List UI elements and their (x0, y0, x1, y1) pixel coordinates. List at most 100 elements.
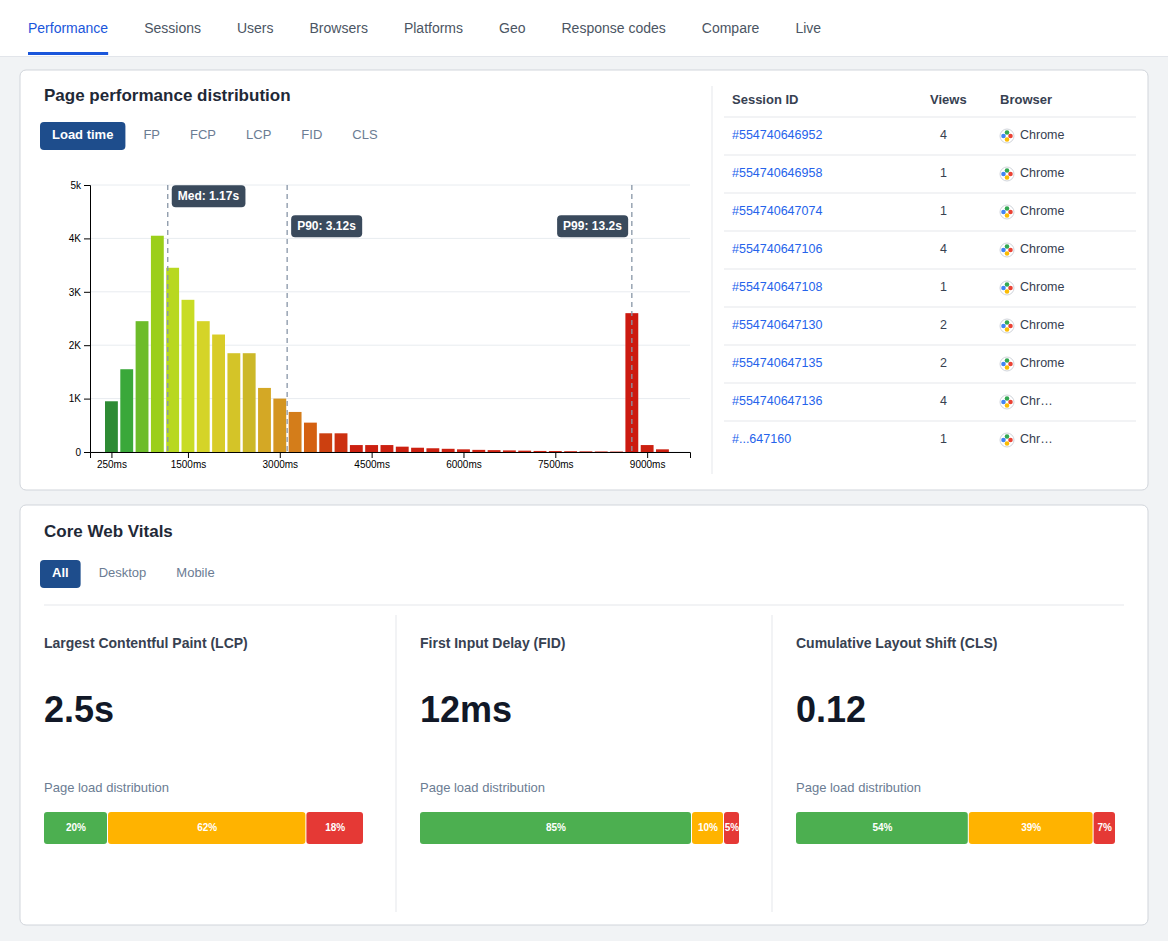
browser-icon-dot (1005, 206, 1010, 211)
page: Performance Sessions Users Browsers Platform… (0, 0, 1168, 941)
bar (549, 451, 562, 452)
table-cell: Chr… (1020, 394, 1053, 408)
tick: 1500ms (171, 452, 207, 470)
bar (472, 450, 485, 452)
tab-background (340, 122, 389, 150)
bar-segment (692, 812, 723, 844)
browser-icon-dot (1001, 172, 1006, 177)
annotation-line (286, 185, 287, 452)
browser-icon-dot (1005, 244, 1010, 249)
tab-label[interactable]: LCP (246, 127, 271, 142)
tick-label: 6000ms (446, 459, 482, 470)
row-divider (724, 155, 1136, 156)
browser-icon (1000, 167, 1014, 181)
annotation: P99: 13.2s (557, 215, 628, 237)
bar-segment (306, 812, 363, 844)
session-link[interactable]: #554740647136 (732, 394, 822, 408)
y-axis: 01K2K3K4K5k (69, 180, 91, 458)
nav-tab[interactable]: Compare (702, 20, 760, 36)
session-link[interactable]: #554740647130 (732, 318, 822, 332)
browser-icon-ring (1000, 357, 1014, 371)
browser-icon-dot (1008, 324, 1013, 329)
data-label: 18% (325, 822, 345, 833)
browser-icon (1000, 243, 1014, 257)
axis-line (91, 453, 691, 459)
nav-tab[interactable]: Live (795, 20, 821, 36)
table-cell: 4 (940, 242, 947, 256)
table-cell: Chrome (1020, 166, 1065, 180)
tab-background (131, 122, 172, 150)
bar (151, 236, 164, 452)
bar-segment (420, 812, 691, 844)
nav-tab[interactable]: Browsers (310, 20, 368, 36)
tick-label: 2K (69, 340, 82, 351)
tab-label[interactable]: FP (143, 127, 160, 142)
tick-mark (111, 452, 112, 458)
tab-button[interactable]: Desktop (87, 560, 159, 588)
tick: 5k (70, 180, 90, 191)
table-cell: Chrome (1020, 318, 1065, 332)
session-link[interactable]: #554740646958 (732, 166, 822, 180)
tab-button[interactable]: FID (289, 122, 334, 150)
browser-icon-dot (1005, 320, 1010, 325)
tab-button[interactable]: FCP (178, 122, 228, 150)
nav-tab[interactable]: Platforms (404, 20, 463, 36)
nav-tab[interactable]: Performance (28, 20, 108, 36)
tab-label[interactable]: FID (301, 127, 322, 142)
stacked-bar (44, 812, 363, 844)
tab-button[interactable]: LCP (234, 122, 283, 150)
browser-icon-dot (1008, 134, 1013, 139)
tick-label: 5k (70, 180, 82, 191)
tick: 6000ms (446, 452, 482, 470)
annotation-label: P99: 13.2s (563, 219, 622, 233)
tab-label[interactable]: Desktop (99, 565, 147, 580)
tab-label[interactable]: CLS (352, 127, 378, 142)
browser-icon-ring (1000, 395, 1014, 409)
nav-tab[interactable]: Geo (499, 20, 526, 36)
tab-button[interactable]: FP (131, 122, 172, 150)
session-link[interactable]: #554740647074 (732, 204, 822, 218)
nav-tab[interactable]: Response codes (561, 20, 665, 36)
tick-mark (84, 238, 90, 239)
table-cell: Chrome (1020, 128, 1065, 142)
browser-icon-dot (1005, 282, 1010, 287)
browser-icon-ring (1000, 167, 1014, 181)
bar-segment (44, 812, 107, 844)
nav-tab[interactable]: Sessions (144, 20, 201, 36)
bar (457, 449, 470, 452)
tab-label[interactable]: Load time (52, 127, 113, 142)
browser-icon-dot (1001, 248, 1006, 253)
tab-label[interactable]: FCP (190, 127, 216, 142)
annotation: P90: 3.12s (291, 215, 362, 237)
tab-background (289, 122, 334, 150)
tab-button[interactable]: Load time (40, 122, 125, 150)
browser-icon-dot (1001, 324, 1006, 329)
nav-tab[interactable]: Users (237, 20, 274, 36)
grid-line (90, 238, 690, 239)
bar (381, 445, 394, 452)
tab-background (87, 560, 159, 588)
tab-button[interactable]: Mobile (164, 560, 226, 588)
tick: 3K (69, 287, 90, 298)
bar (564, 451, 577, 452)
table-cell: Chrome (1020, 204, 1065, 218)
table-cell: 1 (940, 166, 947, 180)
tab-label[interactable]: All (52, 565, 69, 580)
grid (90, 185, 690, 452)
session-link[interactable]: #554740647106 (732, 242, 822, 256)
data-label: 39% (1021, 822, 1041, 833)
browser-icon (1000, 433, 1014, 447)
tab-button[interactable]: CLS (340, 122, 389, 150)
tab-label[interactable]: Mobile (176, 565, 214, 580)
annotation-label: Med: 1.17s (178, 189, 240, 203)
bar (656, 449, 669, 452)
browser-icon-dot (1008, 400, 1013, 405)
tab-button[interactable]: All (40, 560, 81, 588)
session-link[interactable]: #554740646952 (732, 128, 822, 142)
session-link[interactable]: #554740647135 (732, 356, 822, 370)
browser-icon (1000, 281, 1014, 295)
session-link[interactable]: #554740647108 (732, 280, 822, 294)
session-link[interactable]: #...647160 (732, 432, 791, 446)
distribution-label: Page load distribution (44, 780, 169, 795)
tick-label: 3000ms (263, 459, 299, 470)
